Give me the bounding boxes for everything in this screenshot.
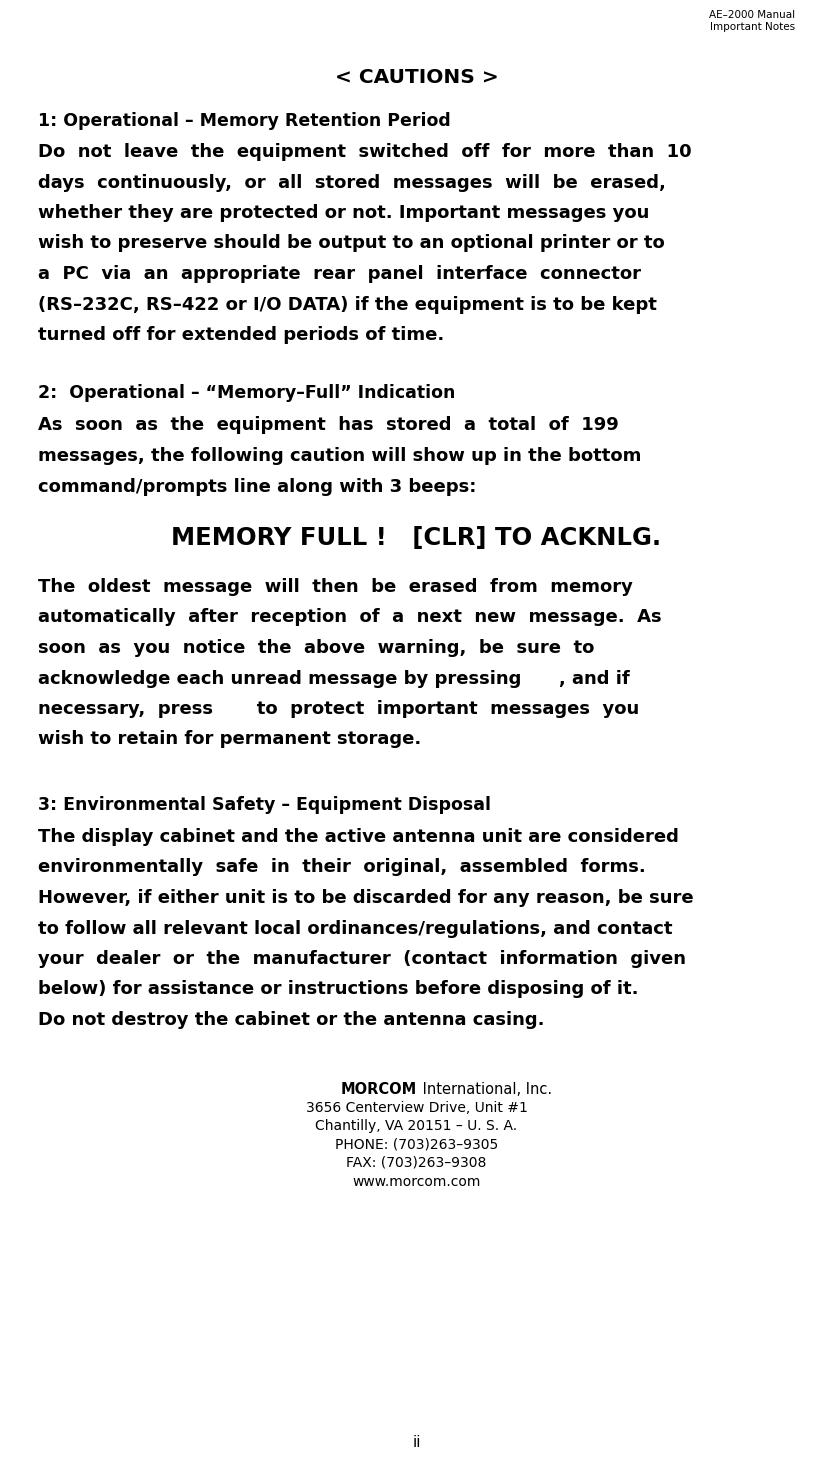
Text: However, if either unit is to be discarded for any reason, be sure: However, if either unit is to be discard… [38, 888, 694, 907]
Text: acknowledge each unread message by pressing      , and if: acknowledge each unread message by press… [38, 669, 630, 688]
Text: www.morcom.com: www.morcom.com [352, 1175, 481, 1188]
Text: below) for assistance or instructions before disposing of it.: below) for assistance or instructions be… [38, 980, 639, 998]
Text: 1: Operational – Memory Retention Period: 1: Operational – Memory Retention Period [38, 112, 451, 130]
Text: messages, the following caution will show up in the bottom: messages, the following caution will sho… [38, 447, 641, 465]
Text: 3: Environmental Safety – Equipment Disposal: 3: Environmental Safety – Equipment Disp… [38, 796, 491, 814]
Text: to follow all relevant local ordinances/regulations, and contact: to follow all relevant local ordinances/… [38, 919, 672, 938]
Text: automatically  after  reception  of  a  next  new  message.  As: automatically after reception of a next … [38, 608, 661, 627]
Text: days  continuously,  or  all  stored  messages  will  be  erased,: days continuously, or all stored message… [38, 174, 666, 191]
Text: necessary,  press       to  protect  important  messages  you: necessary, press to protect important me… [38, 700, 639, 717]
Text: Do not destroy the cabinet or the antenna casing.: Do not destroy the cabinet or the antenn… [38, 1011, 545, 1029]
Text: Do  not  leave  the  equipment  switched  off  for  more  than  10: Do not leave the equipment switched off … [38, 143, 691, 161]
Text: turned off for extended periods of time.: turned off for extended periods of time. [38, 326, 444, 343]
Text: a  PC  via  an  appropriate  rear  panel  interface  connector: a PC via an appropriate rear panel inter… [38, 264, 641, 283]
Text: PHONE: (703)263–9305: PHONE: (703)263–9305 [335, 1138, 498, 1151]
Text: your  dealer  or  the  manufacturer  (contact  information  given: your dealer or the manufacturer (contact… [38, 950, 686, 969]
Text: As  soon  as  the  equipment  has  stored  a  total  of  199: As soon as the equipment has stored a to… [38, 416, 619, 434]
Text: MORCOM: MORCOM [340, 1081, 416, 1097]
Text: (RS–232C, RS–422 or I/O DATA) if the equipment is to be kept: (RS–232C, RS–422 or I/O DATA) if the equ… [38, 295, 657, 314]
Text: whether they are protected or not. Important messages you: whether they are protected or not. Impor… [38, 205, 650, 222]
Text: command/prompts line along with 3 beeps:: command/prompts line along with 3 beeps: [38, 478, 476, 495]
Text: The  oldest  message  will  then  be  erased  from  memory: The oldest message will then be erased f… [38, 579, 633, 596]
Text: ii: ii [412, 1435, 421, 1449]
Text: soon  as  you  notice  the  above  warning,  be  sure  to: soon as you notice the above warning, be… [38, 638, 595, 657]
Text: 3656 Centerview Drive, Unit #1: 3656 Centerview Drive, Unit #1 [306, 1100, 527, 1115]
Text: environmentally  safe  in  their  original,  assembled  forms.: environmentally safe in their original, … [38, 859, 646, 877]
Text: wish to preserve should be output to an optional printer or to: wish to preserve should be output to an … [38, 235, 665, 253]
Text: FAX: (703)263–9308: FAX: (703)263–9308 [347, 1156, 486, 1170]
Text: 2:  Operational – “Memory–Full” Indication: 2: Operational – “Memory–Full” Indicatio… [38, 384, 456, 402]
Text: AE–2000 Manual: AE–2000 Manual [709, 10, 795, 20]
Text: < CAUTIONS >: < CAUTIONS > [335, 69, 498, 88]
Text: MEMORY FULL !   [CLR] TO ACKNLG.: MEMORY FULL ! [CLR] TO ACKNLG. [172, 526, 661, 549]
Text: International, Inc.: International, Inc. [418, 1081, 552, 1097]
Text: wish to retain for permanent storage.: wish to retain for permanent storage. [38, 730, 421, 748]
Text: Chantilly, VA 20151 – U. S. A.: Chantilly, VA 20151 – U. S. A. [316, 1119, 517, 1132]
Text: Important Notes: Important Notes [710, 22, 795, 32]
Text: The display cabinet and the active antenna unit are considered: The display cabinet and the active anten… [38, 828, 679, 846]
